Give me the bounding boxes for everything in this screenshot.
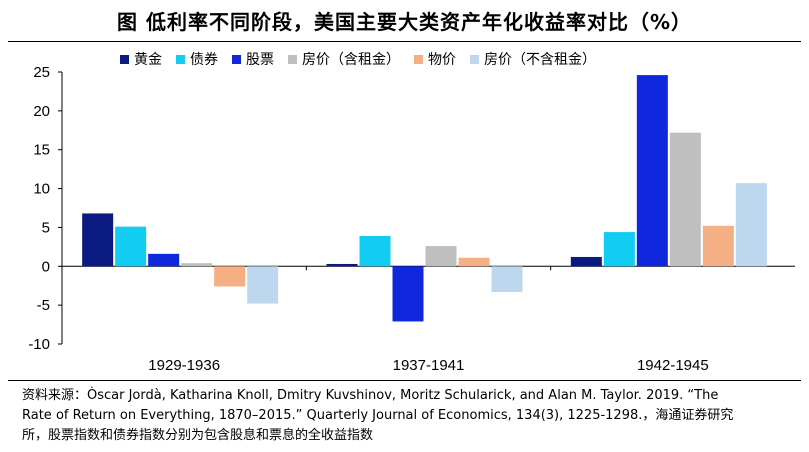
bar-1937-1941-4: [425, 246, 457, 267]
legend-label-bonds: 债券: [190, 52, 218, 68]
legend-item-gold: 黄金: [120, 49, 162, 69]
bar-1942-1945-6: [735, 183, 767, 267]
bar-1929-1936-1: [82, 213, 114, 267]
bar-1937-1941-2: [359, 235, 391, 267]
legend-swatch-bonds: [176, 54, 185, 64]
legend-label-housing-no-rent: 房价（不含租金）: [484, 52, 596, 68]
y-tick-label: 0: [42, 258, 50, 275]
legend: 黄金 债券 股票 房价（含租金） 物价 房价（不含租金）: [120, 50, 596, 68]
bar-1942-1945-2: [603, 232, 635, 267]
legend-item-stocks: 股票: [232, 49, 274, 69]
bar-1929-1936-6: [247, 266, 279, 304]
legend-item-housing-no-rent: 房价（不含租金）: [470, 49, 596, 69]
bar-1929-1936-3: [148, 253, 180, 267]
bar-1937-1941-1: [326, 263, 358, 267]
legend-swatch-prices: [414, 54, 423, 64]
bar-chart: 25 20 15 10 5 0 -5 -10 1929-1936 1937-1941 1942-19…: [28, 64, 795, 374]
legend-swatch-stocks: [232, 54, 241, 64]
source-line-1: 资料来源：Òscar Jordà, Katharina Knoll, Dmitr…: [22, 388, 719, 403]
legend-swatch-housing-with-rent: [288, 54, 297, 64]
y-tick-label: -10: [28, 336, 50, 353]
y-tick-label: 20: [33, 103, 50, 120]
legend-item-housing-with-rent: 房价（含租金）: [288, 49, 400, 69]
x-category-label: 1942-1945: [637, 357, 709, 374]
bar-1942-1945-1: [570, 256, 602, 267]
bar-1937-1941-6: [491, 266, 523, 292]
y-tick-label: 10: [33, 181, 50, 198]
legend-swatch-housing-no-rent: [470, 54, 479, 64]
legend-label-housing-with-rent: 房价（含租金）: [302, 52, 400, 68]
x-category-label: 1937-1941: [393, 357, 465, 374]
x-category-label: 1929-1936: [148, 357, 220, 374]
y-tick-label: -5: [37, 297, 50, 314]
source-line-2: Rate of Return on Everything, 1870–2015.…: [22, 408, 734, 423]
source-note: 资料来源：Òscar Jordà, Katharina Knoll, Dmitr…: [22, 386, 792, 446]
bar-1929-1936-5: [214, 266, 246, 287]
title-rule: [8, 41, 801, 42]
y-tick-label: 25: [33, 64, 50, 81]
legend-swatch-gold: [120, 54, 129, 64]
legend-label-prices: 物价: [428, 52, 456, 68]
y-tick-label: 5: [42, 219, 50, 236]
source-line-3: 所，股票指数和债券指数分别为包含股息和票息的全收益指数: [22, 428, 374, 443]
bar-1942-1945-3: [636, 75, 668, 267]
bar-1942-1945-4: [669, 132, 701, 267]
legend-item-prices: 物价: [414, 49, 456, 69]
bar-1942-1945-5: [702, 225, 734, 267]
legend-label-stocks: 股票: [246, 52, 274, 68]
bar-1937-1941-3: [392, 266, 424, 322]
source-rule: [8, 380, 801, 381]
y-tick-label: 15: [33, 142, 50, 159]
bar-1937-1941-5: [458, 257, 490, 267]
bar-1929-1936-2: [115, 226, 147, 267]
legend-item-bonds: 债券: [176, 49, 218, 69]
bar-1929-1936-4: [181, 263, 213, 267]
chart-title: 图 低利率不同阶段，美国主要大类资产年化收益率对比（%）: [116, 10, 692, 34]
legend-label-gold: 黄金: [134, 52, 162, 68]
